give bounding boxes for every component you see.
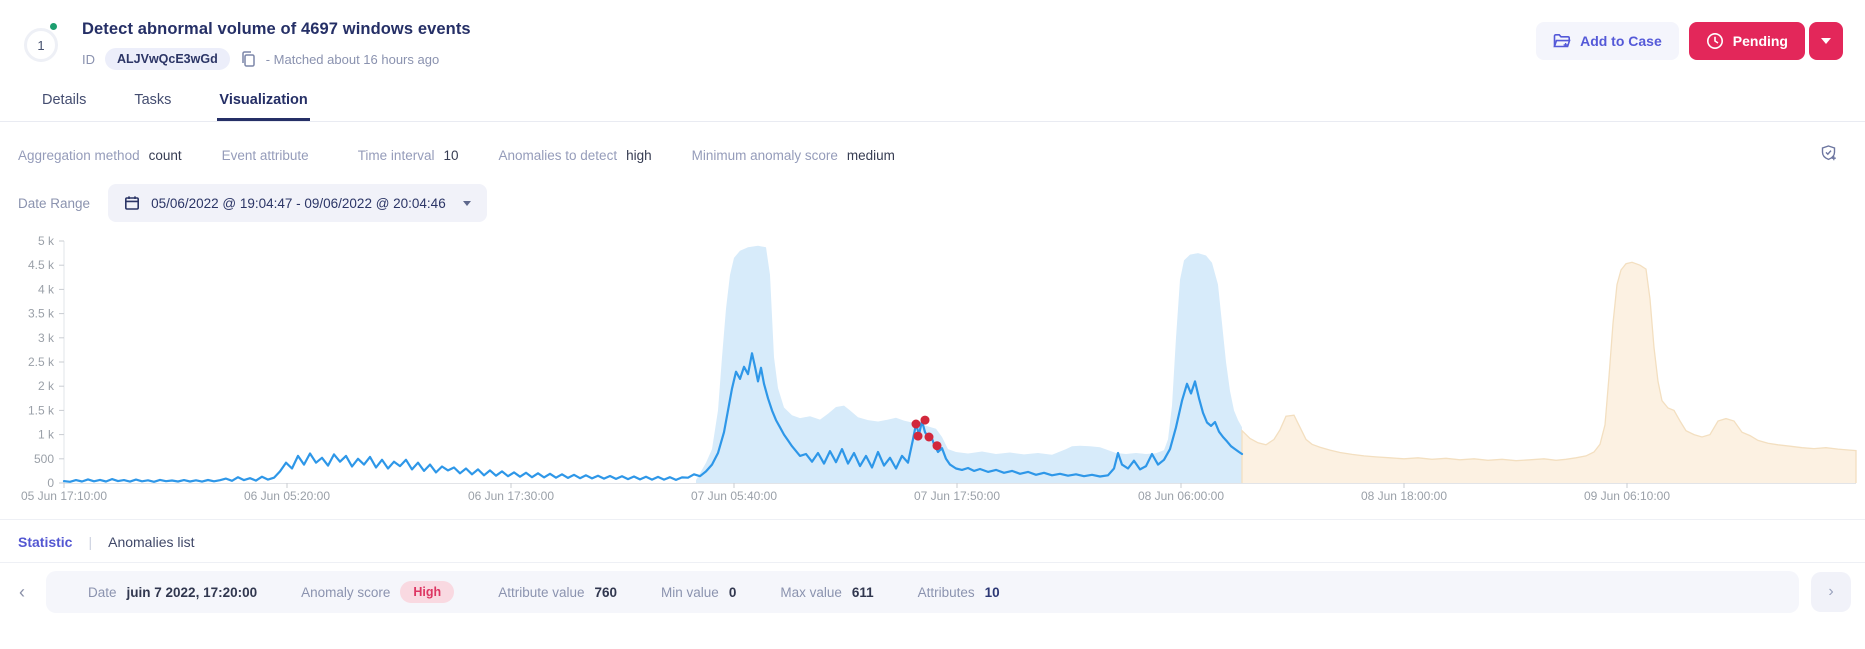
filter-minimum-anomaly-score: Minimum anomaly score medium — [691, 147, 895, 163]
id-label: ID — [82, 51, 95, 67]
page-title: Detect abnormal volume of 4697 windows e… — [82, 20, 471, 38]
alert-id-badge: ALJVwQcE3wGd — [105, 48, 230, 70]
filter-event-attribute: Event attribute — [221, 147, 309, 163]
shield-check-plus-icon[interactable] — [1820, 144, 1839, 163]
svg-text:2.5 k: 2.5 k — [28, 355, 55, 369]
svg-text:07 Jun 17:50:00: 07 Jun 17:50:00 — [914, 489, 1000, 503]
statistic-bar: Date juin 7 2022, 17:20:00 Anomaly score… — [46, 571, 1799, 613]
filters-row: Aggregation method count Event attribute… — [0, 122, 1865, 168]
tab-visualization[interactable]: Visualization — [217, 86, 310, 121]
folder-plus-icon — [1553, 34, 1571, 48]
svg-text:1.5 k: 1.5 k — [28, 403, 55, 417]
tab-details[interactable]: Details — [42, 92, 87, 108]
severity-badge: 1 — [22, 14, 66, 68]
svg-text:06 Jun 17:30:00: 06 Jun 17:30:00 — [468, 489, 554, 503]
severity-count: 1 — [24, 28, 58, 62]
filter-aggregation-method: Aggregation method count — [18, 147, 182, 163]
date-range-value: 05/06/2022 @ 19:04:47 - 09/06/2022 @ 20:… — [151, 195, 446, 211]
calendar-icon — [125, 196, 140, 210]
svg-text:3 k: 3 k — [38, 331, 55, 345]
status-dot — [50, 23, 57, 30]
clock-icon — [1706, 33, 1723, 49]
filter-time-interval: Time interval 10 — [357, 147, 459, 163]
stat-anomaly-score: Anomaly score High — [301, 581, 455, 603]
stat-min-value: Min value 0 — [661, 584, 737, 600]
caret-down-icon — [462, 200, 471, 206]
date-range-label: Date Range — [18, 195, 91, 211]
pending-status-button[interactable]: Pending — [1688, 22, 1805, 60]
stat-attribute-value: Attribute value 760 — [498, 584, 618, 600]
tab-separator: | — [88, 534, 93, 550]
statistic-row: ‹ Date juin 7 2022, 17:20:00 Anomaly sco… — [0, 563, 1865, 613]
svg-text:1 k: 1 k — [38, 428, 55, 442]
anomaly-score-badge: High — [400, 581, 455, 603]
svg-text:0: 0 — [47, 476, 54, 490]
tab-statistic[interactable]: Statistic — [18, 534, 73, 550]
chart-svg[interactable]: 0 500 1 k 1.5 k 2 k 2.5 k 3 k 3.5 k 4 k 4.5 k 5 k 0… — [0, 228, 1865, 518]
tab-tasks[interactable]: Tasks — [134, 92, 172, 108]
previous-anomaly-button[interactable]: ‹ — [10, 572, 34, 612]
add-to-case-label: Add to Case — [1580, 33, 1662, 49]
chevron-left-icon: ‹ — [19, 581, 25, 602]
svg-text:05 Jun 17:10:00: 05 Jun 17:10:00 — [21, 489, 107, 503]
svg-text:09 Jun 06:10:00: 09 Jun 06:10:00 — [1584, 489, 1670, 503]
date-range-row: Date Range 05/06/2022 @ 19:04:47 - 09/06… — [0, 168, 1865, 222]
filter-anomalies-to-detect: Anomalies to detect high — [498, 147, 652, 163]
svg-text:08 Jun 18:00:00: 08 Jun 18:00:00 — [1361, 489, 1447, 503]
stat-date: Date juin 7 2022, 17:20:00 — [88, 584, 258, 600]
svg-text:08 Jun 06:00:00: 08 Jun 06:00:00 — [1138, 489, 1224, 503]
matched-text: - Matched about 16 hours ago — [265, 51, 440, 67]
next-anomaly-button[interactable]: › — [1811, 572, 1851, 612]
stat-max-value: Max value 611 — [780, 584, 874, 600]
svg-text:5 k: 5 k — [38, 234, 55, 248]
chevron-right-icon: › — [1828, 583, 1834, 600]
svg-text:4 k: 4 k — [38, 282, 55, 296]
svg-text:2 k: 2 k — [38, 379, 55, 393]
anomaly-chart[interactable]: 0 500 1 k 1.5 k 2 k 2.5 k 3 k 3.5 k 4 k 4.5 k 5 k 0… — [0, 228, 1865, 520]
status-dropdown-button[interactable] — [1809, 22, 1843, 60]
pending-label: Pending — [1732, 33, 1788, 49]
svg-text:3.5 k: 3.5 k — [28, 307, 55, 321]
svg-text:07 Jun 05:40:00: 07 Jun 05:40:00 — [691, 489, 777, 503]
tab-anomalies-list[interactable]: Anomalies list — [108, 534, 195, 550]
add-to-case-button[interactable]: Add to Case — [1536, 22, 1679, 60]
tab-bar: Details Tasks Visualization — [0, 76, 1865, 122]
alert-header: 1 Detect abnormal volume of 4697 windows… — [0, 0, 1865, 76]
svg-text:4.5 k: 4.5 k — [28, 258, 55, 272]
svg-text:06 Jun 05:20:00: 06 Jun 05:20:00 — [244, 489, 330, 503]
date-range-select[interactable]: 05/06/2022 @ 19:04:47 - 09/06/2022 @ 20:… — [108, 184, 487, 222]
caret-down-icon — [1821, 38, 1831, 44]
copy-icon[interactable] — [240, 51, 256, 67]
svg-text:500: 500 — [34, 452, 54, 466]
bottom-tab-bar: Statistic | Anomalies list — [0, 520, 1865, 563]
stat-attributes: Attributes 10 — [917, 584, 1000, 600]
